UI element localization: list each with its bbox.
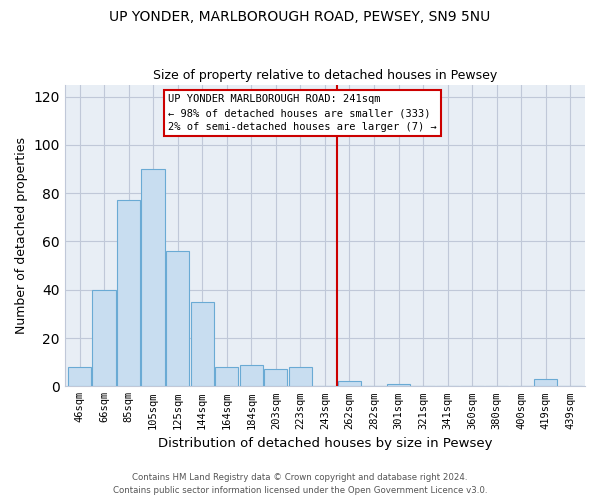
Title: Size of property relative to detached houses in Pewsey: Size of property relative to detached ho… — [153, 69, 497, 82]
Bar — [117, 200, 140, 386]
Bar — [239, 364, 263, 386]
Bar — [338, 382, 361, 386]
Bar — [142, 169, 165, 386]
Bar — [166, 251, 190, 386]
Bar — [534, 379, 557, 386]
Bar — [215, 367, 238, 386]
Bar — [289, 367, 312, 386]
Bar — [191, 302, 214, 386]
Bar — [68, 367, 91, 386]
Text: Contains HM Land Registry data © Crown copyright and database right 2024.
Contai: Contains HM Land Registry data © Crown c… — [113, 474, 487, 495]
Bar — [387, 384, 410, 386]
X-axis label: Distribution of detached houses by size in Pewsey: Distribution of detached houses by size … — [158, 437, 492, 450]
Bar — [264, 370, 287, 386]
Y-axis label: Number of detached properties: Number of detached properties — [15, 137, 28, 334]
Bar — [92, 290, 116, 386]
Text: UP YONDER, MARLBOROUGH ROAD, PEWSEY, SN9 5NU: UP YONDER, MARLBOROUGH ROAD, PEWSEY, SN9… — [109, 10, 491, 24]
Text: UP YONDER MARLBOROUGH ROAD: 241sqm
← 98% of detached houses are smaller (333)
2%: UP YONDER MARLBOROUGH ROAD: 241sqm ← 98%… — [168, 94, 437, 132]
